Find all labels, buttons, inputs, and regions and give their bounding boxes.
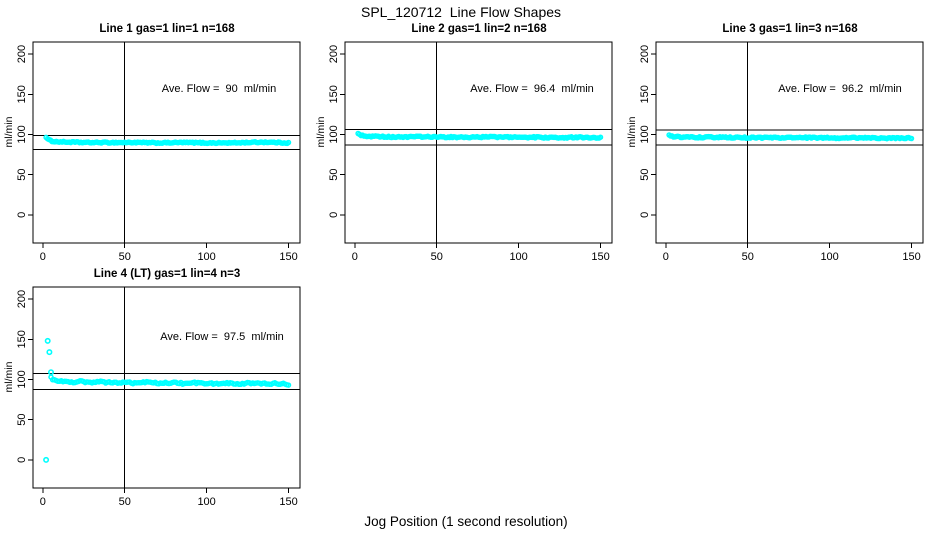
panel-2-title: Line 2 gas=1 lin=2 n=168 [411, 23, 547, 35]
y-tick-label: 50 [16, 414, 28, 426]
panel-2-ave-flow-annotation: Ave. Flow = 96.4 ml/min [470, 83, 594, 95]
panel-1-ylabel: ml/min [3, 116, 15, 148]
x-axis-label: Jog Position (1 second resolution) [364, 514, 568, 529]
y-tick-label: 50 [16, 169, 28, 181]
y-tick-label: 100 [16, 370, 28, 388]
y-tick-label: 150 [16, 330, 28, 348]
main-title: SPL_120712 Line Flow Shapes [360, 4, 562, 20]
x-tick-label: 150 [591, 251, 609, 263]
panel-box [32, 41, 301, 244]
y-tick-label: 0 [16, 457, 28, 463]
outlier-point [43, 456, 50, 463]
panel-box [344, 41, 613, 244]
x-tick-label: 150 [279, 496, 297, 508]
y-tick-label: 200 [16, 290, 28, 308]
panel-4-ylabel: ml/min [3, 361, 15, 393]
data-point [285, 382, 292, 388]
y-tick-label: 100 [639, 125, 651, 143]
panel-1-ave-flow-annotation: Ave. Flow = 90 ml/min [161, 83, 277, 95]
y-tick-label: 200 [328, 45, 340, 63]
panel-box [655, 41, 924, 244]
y-tick-label: 200 [639, 45, 651, 63]
x-tick-label: 0 [663, 251, 669, 263]
x-tick-label: 50 [742, 251, 754, 263]
panel-1-title: Line 1 gas=1 lin=1 n=168 [99, 23, 235, 35]
panel-3-ave-flow-annotation: Ave. Flow = 96.2 ml/min [778, 83, 902, 95]
data-point [285, 139, 292, 146]
y-tick-label: 100 [16, 125, 28, 143]
panel-box [32, 286, 301, 489]
y-tick-label: 50 [328, 169, 340, 181]
panel-line-3: 0 50 100 150 0 50 100 150 200 [639, 41, 924, 263]
x-tick-label: 0 [40, 496, 46, 508]
x-tick-label: 100 [509, 251, 527, 263]
panel-line-1: 0 50 100 150 0 50 100 150 200 [16, 41, 301, 263]
x-tick-label: 50 [119, 251, 131, 263]
y-tick-label: 0 [16, 212, 28, 218]
y-tick-label: 0 [639, 212, 651, 218]
y-tick-label: 150 [639, 85, 651, 103]
outlier-point [47, 369, 54, 376]
y-tick-label: 150 [328, 85, 340, 103]
y-tick-label: 100 [328, 125, 340, 143]
y-tick-label: 200 [16, 45, 28, 63]
outlier-point [44, 337, 51, 344]
x-tick-label: 50 [119, 496, 131, 508]
panel-line-2: 0 50 100 150 0 50 100 150 200 [328, 41, 613, 263]
x-tick-label: 0 [352, 251, 358, 263]
y-tick-label: 0 [328, 212, 340, 218]
panel-line-4: 0 50 100 150 0 50 100 150 200 [16, 286, 301, 508]
x-tick-label: 150 [279, 251, 297, 263]
x-tick-label: 0 [40, 251, 46, 263]
y-tick-label: 150 [16, 85, 28, 103]
x-tick-label: 100 [197, 251, 215, 263]
x-tick-label: 50 [431, 251, 443, 263]
x-tick-label: 150 [902, 251, 920, 263]
data-point [597, 134, 604, 140]
panel-3-title: Line 3 gas=1 lin=3 n=168 [722, 23, 858, 35]
panel-4-ave-flow-annotation: Ave. Flow = 97.5 ml/min [160, 331, 284, 343]
data-point [908, 135, 915, 142]
x-tick-label: 100 [197, 496, 215, 508]
outlier-point [46, 349, 53, 356]
x-tick-label: 100 [820, 251, 838, 263]
panel-4-title: Line 4 (LT) gas=1 lin=4 n=3 [93, 268, 241, 280]
panel-3-ylabel: ml/min [626, 116, 638, 148]
y-tick-label: 50 [639, 169, 651, 181]
panel-2-ylabel: ml/min [315, 116, 327, 148]
